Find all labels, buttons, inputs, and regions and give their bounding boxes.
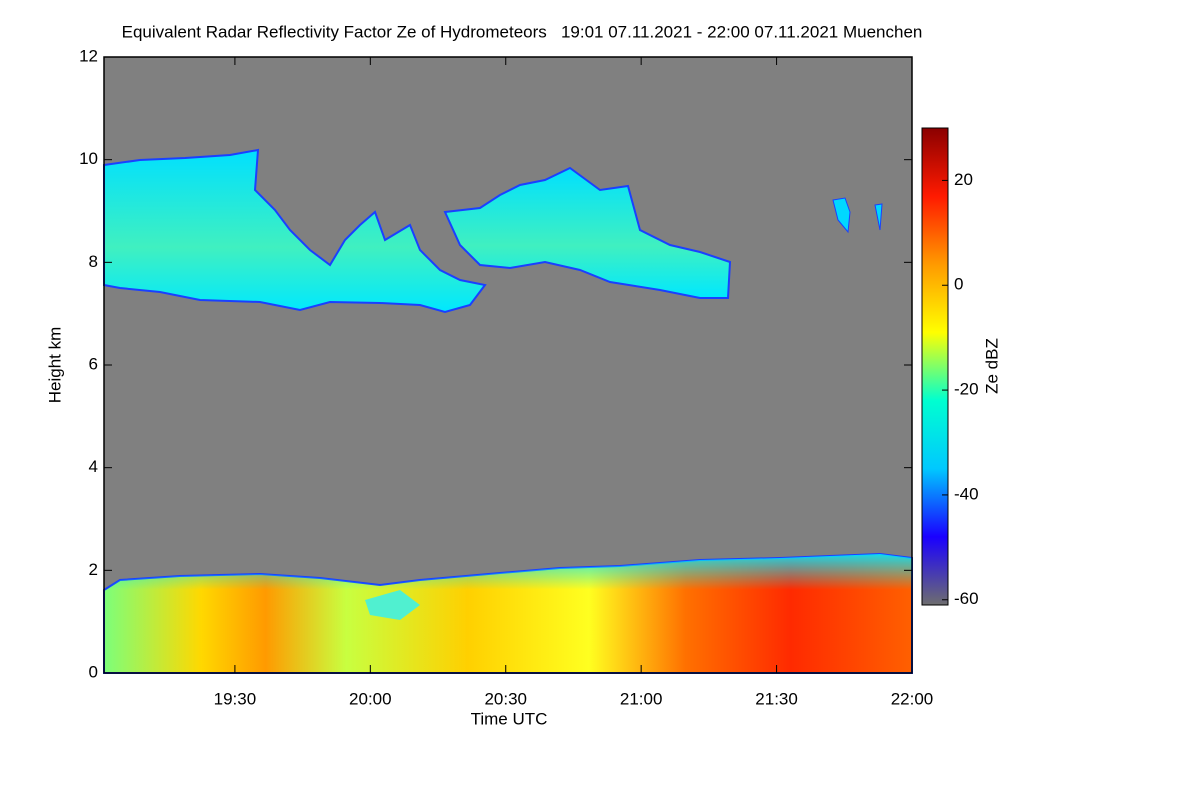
colorbar-tick-label: -40 [954, 484, 979, 503]
x-tick-label: 20:00 [349, 689, 392, 708]
colorbar [921, 127, 949, 606]
chart-title: Equivalent Radar Reflectivity Factor Ze … [122, 22, 923, 41]
y-tick-label: 0 [89, 662, 98, 681]
colorbar-tick-label: -20 [954, 380, 979, 399]
x-tick-label: 22:00 [891, 689, 934, 708]
x-axis-title: Time UTC [471, 709, 548, 728]
upper-cloud [832, 197, 883, 234]
y-tick-label: 10 [79, 149, 98, 168]
x-tick-label: 21:30 [755, 689, 798, 708]
y-tick-label: 4 [89, 457, 98, 476]
colorbar-tick-label: 20 [954, 170, 973, 189]
x-tick-label: 20:30 [484, 689, 527, 708]
colorbar-title: Ze dBZ [982, 338, 1001, 394]
lower-precipitation-gap [365, 590, 420, 620]
colorbar-tick-label: 0 [954, 275, 963, 294]
y-tick-label: 6 [89, 354, 98, 373]
colorbar-tick-label: -60 [954, 589, 979, 608]
upper-cloud [103, 148, 487, 314]
y-tick-label: 12 [79, 46, 98, 65]
y-tick-label: 8 [89, 252, 98, 271]
lower-precipitation-edge [104, 554, 912, 673]
upper-cloud [443, 166, 732, 299]
y-axis-title: Height km [45, 327, 64, 404]
y-tick-label: 2 [89, 560, 98, 579]
x-tick-label: 19:30 [214, 689, 257, 708]
x-tick-label: 21:00 [620, 689, 663, 708]
